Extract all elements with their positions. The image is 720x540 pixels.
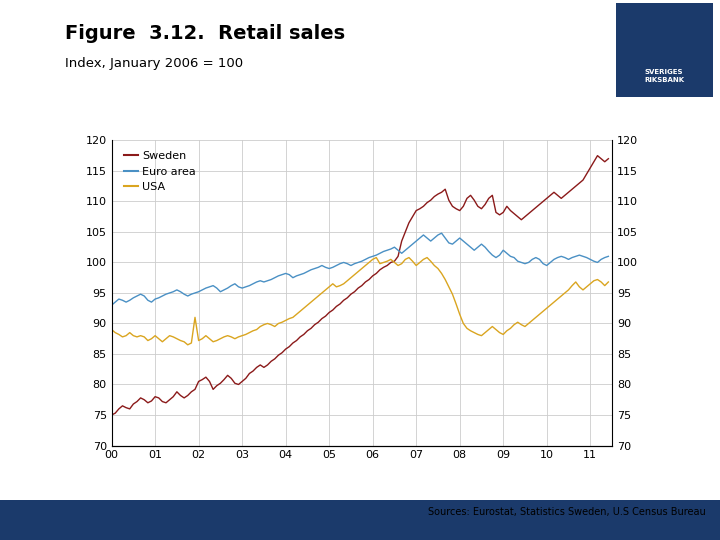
Line: USA: USA [112, 258, 608, 345]
Line: Euro area: Euro area [112, 233, 608, 305]
USA [184, 342, 192, 348]
USA [600, 282, 609, 289]
Euro area [107, 302, 116, 308]
Sweden [107, 411, 116, 418]
USA [307, 299, 315, 305]
Euro area [437, 230, 446, 237]
USA [107, 326, 116, 333]
USA [535, 311, 544, 318]
USA [470, 329, 479, 336]
Line: Sweden: Sweden [112, 156, 608, 415]
USA [397, 260, 406, 267]
Text: Sources: Eurostat, Statistics Sweden, U.S Census Bureau: Sources: Eurostat, Statistics Sweden, U.… [428, 507, 706, 517]
Sweden [303, 328, 312, 334]
USA [604, 279, 613, 285]
Sweden [528, 207, 536, 214]
Sweden [593, 152, 602, 159]
Euro area [303, 268, 312, 275]
Sweden [463, 195, 472, 201]
USA [372, 254, 381, 261]
Euro area [597, 256, 606, 262]
Euro area [604, 253, 613, 260]
Euro area [289, 274, 297, 281]
Sweden [604, 156, 613, 162]
Sweden [289, 340, 297, 346]
Text: Index, January 2006 = 100: Index, January 2006 = 100 [65, 57, 243, 70]
Legend: Sweden, Euro area, USA: Sweden, Euro area, USA [122, 149, 198, 194]
Euro area [467, 244, 475, 251]
Euro area [390, 244, 399, 251]
Text: Figure  3.12.  Retail sales: Figure 3.12. Retail sales [65, 24, 345, 43]
Sweden [390, 258, 399, 265]
Euro area [531, 254, 540, 261]
Text: SVERIGES
RIKSBANK: SVERIGES RIKSBANK [644, 70, 684, 83]
USA [292, 311, 301, 318]
Sweden [597, 156, 606, 162]
